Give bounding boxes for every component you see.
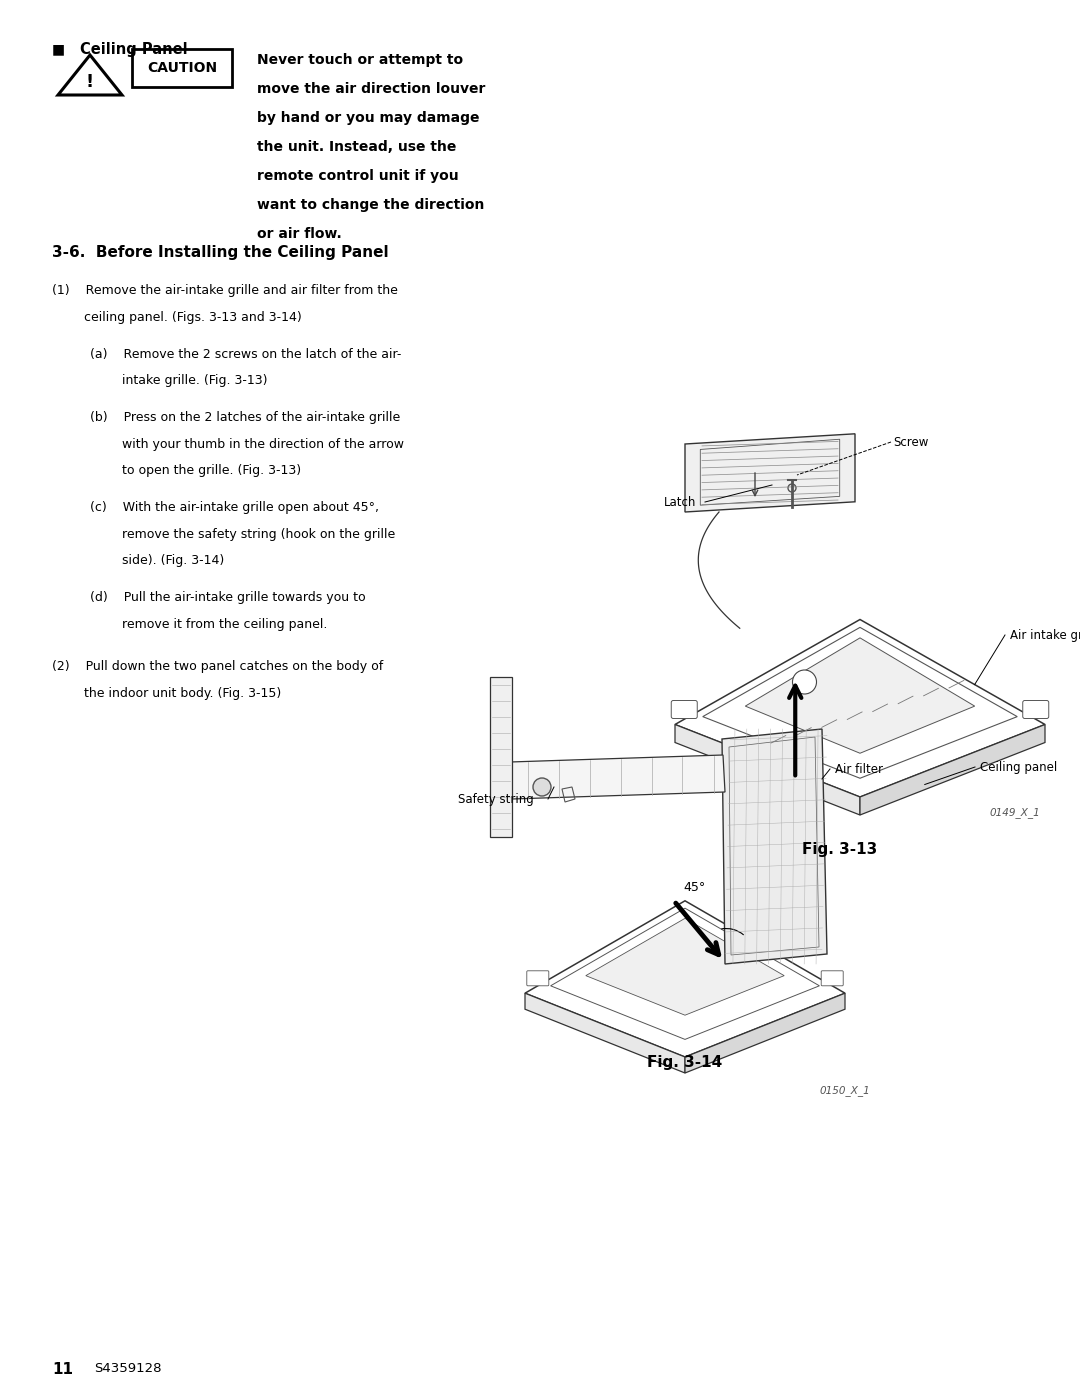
Polygon shape	[585, 918, 784, 1016]
Text: (2)    Pull down the two panel catches on the body of: (2) Pull down the two panel catches on t…	[52, 661, 383, 673]
FancyBboxPatch shape	[821, 971, 843, 986]
Polygon shape	[525, 993, 685, 1073]
Circle shape	[793, 671, 816, 694]
Text: ceiling panel. (Figs. 3-13 and 3-14): ceiling panel. (Figs. 3-13 and 3-14)	[52, 310, 301, 324]
Text: with your thumb in the direction of the arrow: with your thumb in the direction of the …	[90, 437, 404, 451]
Text: the unit. Instead, use the: the unit. Instead, use the	[257, 140, 457, 154]
Polygon shape	[525, 901, 845, 1058]
Text: side). (Fig. 3-14): side). (Fig. 3-14)	[90, 555, 225, 567]
Text: remote control unit if you: remote control unit if you	[257, 169, 459, 183]
Text: 3-6.  Before Installing the Ceiling Panel: 3-6. Before Installing the Ceiling Panel	[52, 244, 389, 260]
Text: 0149_X_1: 0149_X_1	[989, 807, 1040, 817]
Text: CAUTION: CAUTION	[147, 61, 217, 75]
Text: Fig. 3-13: Fig. 3-13	[802, 842, 878, 856]
Text: want to change the direction: want to change the direction	[257, 198, 484, 212]
FancyBboxPatch shape	[527, 971, 549, 986]
Text: by hand or you may damage: by hand or you may damage	[257, 110, 480, 124]
Text: move the air direction louver: move the air direction louver	[257, 82, 485, 96]
Text: (c)    With the air-intake grille open about 45°,: (c) With the air-intake grille open abou…	[90, 502, 379, 514]
Text: 45°: 45°	[684, 880, 706, 894]
Text: intake grille. (Fig. 3-13): intake grille. (Fig. 3-13)	[90, 374, 268, 387]
Text: Ceiling Panel: Ceiling Panel	[80, 42, 188, 57]
Polygon shape	[745, 638, 975, 753]
Polygon shape	[723, 729, 827, 964]
Text: 11: 11	[52, 1362, 73, 1376]
Polygon shape	[860, 725, 1045, 814]
Text: 0150_X_1: 0150_X_1	[820, 1085, 870, 1095]
FancyBboxPatch shape	[1023, 700, 1049, 718]
Text: remove it from the ceiling panel.: remove it from the ceiling panel.	[90, 617, 327, 631]
Text: to open the grille. (Fig. 3-13): to open the grille. (Fig. 3-13)	[90, 464, 301, 478]
Text: the indoor unit body. (Fig. 3-15): the indoor unit body. (Fig. 3-15)	[52, 687, 281, 700]
FancyBboxPatch shape	[672, 700, 698, 718]
Text: (1)    Remove the air-intake grille and air filter from the: (1) Remove the air-intake grille and air…	[52, 284, 397, 298]
Polygon shape	[675, 725, 860, 814]
Text: Never touch or attempt to: Never touch or attempt to	[257, 53, 463, 67]
Text: !: !	[86, 73, 94, 91]
Text: ■: ■	[52, 42, 65, 56]
Text: Fig. 3-14: Fig. 3-14	[647, 1055, 723, 1070]
Text: (d)    Pull the air-intake grille towards you to: (d) Pull the air-intake grille towards y…	[90, 591, 366, 605]
Polygon shape	[490, 678, 512, 837]
Polygon shape	[685, 993, 845, 1073]
Circle shape	[534, 778, 551, 796]
Polygon shape	[675, 619, 1045, 798]
Polygon shape	[510, 754, 725, 799]
Text: Screw: Screw	[893, 436, 929, 448]
Text: Safety string: Safety string	[458, 792, 534, 806]
Text: (b)    Press on the 2 latches of the air-intake grille: (b) Press on the 2 latches of the air-in…	[90, 411, 401, 425]
Text: remove the safety string (hook on the grille: remove the safety string (hook on the gr…	[90, 528, 395, 541]
FancyBboxPatch shape	[132, 49, 232, 87]
Text: Latch: Latch	[664, 496, 697, 509]
Polygon shape	[685, 434, 855, 511]
Text: Air filter: Air filter	[835, 763, 883, 775]
Text: S4359128: S4359128	[94, 1362, 162, 1376]
Text: Ceiling panel: Ceiling panel	[980, 760, 1057, 774]
Text: (a)    Remove the 2 screws on the latch of the air-: (a) Remove the 2 screws on the latch of …	[90, 348, 402, 360]
Text: or air flow.: or air flow.	[257, 226, 341, 242]
Text: Air intake grille: Air intake grille	[1010, 629, 1080, 641]
